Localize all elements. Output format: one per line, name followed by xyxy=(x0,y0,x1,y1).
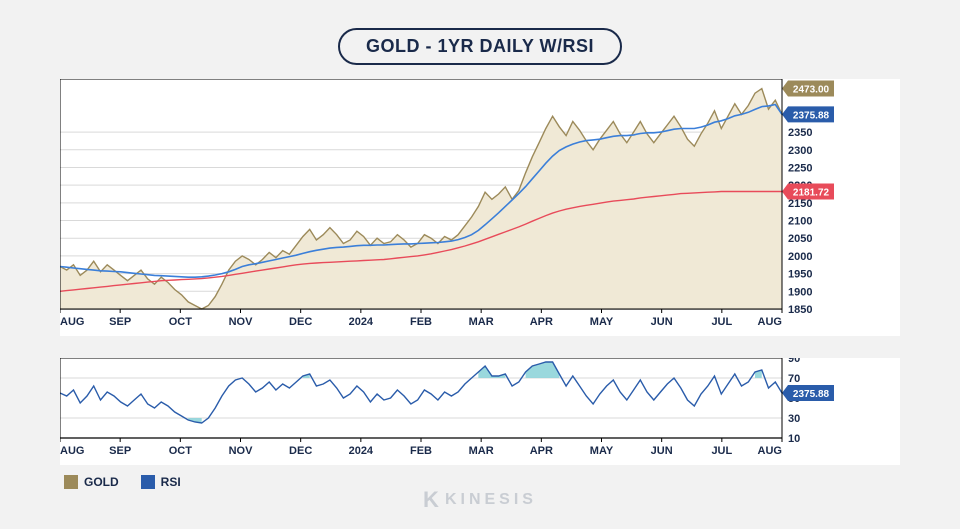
svg-text:2375.88: 2375.88 xyxy=(793,389,830,400)
svg-text:SEP: SEP xyxy=(109,316,131,328)
legend-label: GOLD xyxy=(84,475,119,489)
legend-swatch-gold xyxy=(64,475,78,489)
svg-text:JUL: JUL xyxy=(711,316,732,328)
svg-text:2375.88: 2375.88 xyxy=(793,110,830,121)
legend-item-gold: GOLD xyxy=(64,475,119,489)
svg-text:NOV: NOV xyxy=(229,445,254,457)
svg-text:APR: APR xyxy=(530,316,553,328)
svg-text:10: 10 xyxy=(788,433,800,445)
price-chart: 1850190019502000205021002150220022502300… xyxy=(60,79,900,336)
svg-text:AUG: AUG xyxy=(758,316,782,328)
chart-title: GOLD - 1YR DAILY W/RSI xyxy=(338,28,622,65)
svg-text:MAR: MAR xyxy=(469,316,494,328)
legend-label: RSI xyxy=(161,475,181,489)
svg-text:90: 90 xyxy=(788,358,800,365)
svg-text:MAR: MAR xyxy=(469,445,494,457)
svg-text:1900: 1900 xyxy=(788,286,812,298)
legend-swatch-rsi xyxy=(141,475,155,489)
svg-text:NOV: NOV xyxy=(229,316,254,328)
svg-text:2300: 2300 xyxy=(788,145,812,157)
svg-text:JUL: JUL xyxy=(711,445,732,457)
svg-text:1850: 1850 xyxy=(788,304,812,316)
svg-text:MAY: MAY xyxy=(590,445,614,457)
svg-text:FEB: FEB xyxy=(410,316,432,328)
svg-text:1950: 1950 xyxy=(788,269,812,281)
svg-text:OCT: OCT xyxy=(169,445,193,457)
svg-text:2150: 2150 xyxy=(788,198,812,210)
svg-text:JUN: JUN xyxy=(651,445,673,457)
svg-text:2250: 2250 xyxy=(788,162,812,174)
svg-text:DEC: DEC xyxy=(289,316,312,328)
watermark-text: KINESIS xyxy=(445,491,537,509)
rsi-chart: 1030507090AUGSEPOCTNOVDEC2024FEBMARAPRMA… xyxy=(60,358,900,465)
svg-text:SEP: SEP xyxy=(109,445,131,457)
svg-text:30: 30 xyxy=(788,413,800,425)
svg-text:AUG: AUG xyxy=(60,316,84,328)
svg-text:DEC: DEC xyxy=(289,445,312,457)
svg-text:AUG: AUG xyxy=(60,445,84,457)
svg-text:2350: 2350 xyxy=(788,127,812,139)
svg-text:JUN: JUN xyxy=(651,316,673,328)
svg-text:2100: 2100 xyxy=(788,216,812,228)
svg-text:70: 70 xyxy=(788,373,800,385)
svg-text:2000: 2000 xyxy=(788,251,812,263)
watermark-logo-icon: K xyxy=(423,487,439,513)
svg-text:2024: 2024 xyxy=(349,316,374,328)
svg-text:AUG: AUG xyxy=(758,445,782,457)
svg-text:MAY: MAY xyxy=(590,316,614,328)
svg-text:FEB: FEB xyxy=(410,445,432,457)
watermark: K KINESIS xyxy=(423,487,537,513)
svg-text:2181.72: 2181.72 xyxy=(793,188,830,199)
svg-text:2050: 2050 xyxy=(788,233,812,245)
legend-item-rsi: RSI xyxy=(141,475,181,489)
svg-text:2024: 2024 xyxy=(349,445,374,457)
svg-text:OCT: OCT xyxy=(169,316,193,328)
svg-text:2473.00: 2473.00 xyxy=(793,85,830,96)
svg-text:APR: APR xyxy=(530,445,553,457)
